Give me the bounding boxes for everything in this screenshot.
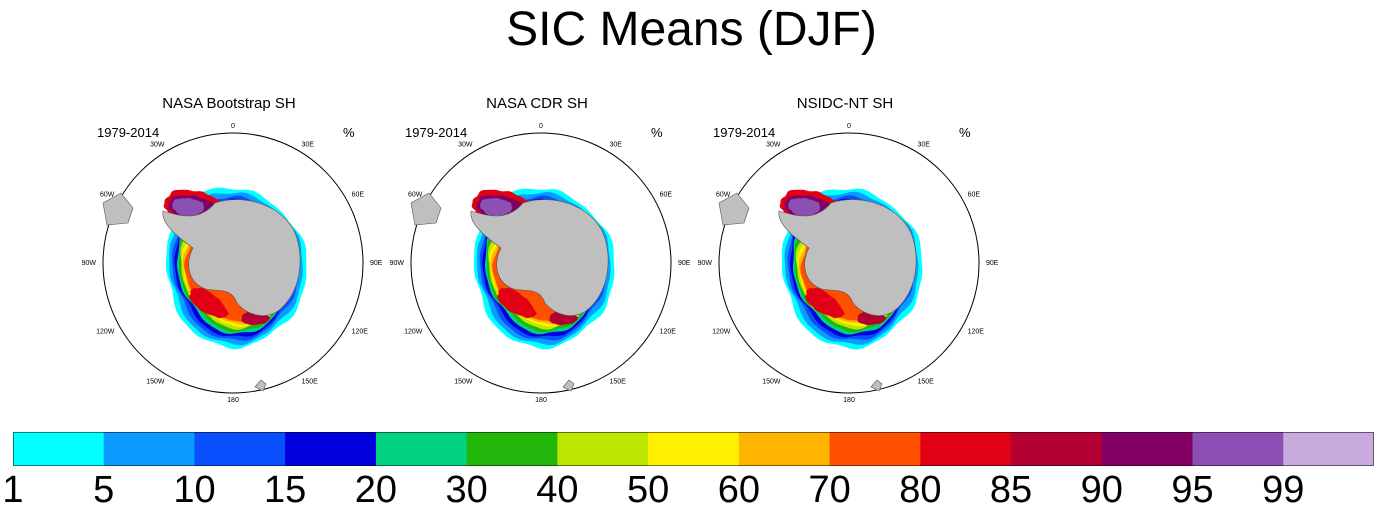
lon-label: 150E — [610, 379, 627, 386]
lon-label: 120E — [352, 329, 369, 336]
colorbar-label: 5 — [93, 469, 115, 511]
colorbar-box — [920, 432, 1012, 466]
lon-label: 90W — [698, 260, 713, 267]
lon-label: 90E — [678, 260, 691, 267]
lon-label: 150W — [146, 379, 165, 386]
panel-nasa-bootstrap: 0 30E 60E 90E 120E 150E 180 150W 120W 90W 60W 30W N… — [82, 95, 397, 415]
lon-label: 0 — [231, 123, 235, 130]
colorbar-label: 10 — [173, 469, 216, 511]
colorbar-label: 30 — [445, 469, 488, 511]
colorbar-box — [648, 432, 740, 466]
lon-label: 60E — [968, 192, 981, 199]
lon-label: 60W — [408, 192, 423, 199]
lon-label: 180 — [843, 397, 855, 404]
colorbar-label: 1 — [2, 469, 24, 511]
colorbar-box — [375, 432, 468, 466]
panel-period: 1979-2014 — [713, 125, 776, 140]
colorbar-label: 95 — [1171, 469, 1214, 511]
lon-label: 60E — [352, 192, 365, 199]
lon-label: 30E — [610, 141, 623, 148]
panel-units: % — [959, 125, 971, 140]
antarctica-landmass — [470, 199, 609, 316]
colorbar-box — [1192, 432, 1284, 466]
colorbar-label: 40 — [536, 469, 579, 511]
colorbar-label: 99 — [1262, 469, 1305, 511]
polar-map: 0 30E 60E 90E 120E 150E 180 150W 120W 90W 60W 30W — [390, 123, 691, 404]
lon-label: 90W — [82, 260, 97, 267]
colorbar-box — [13, 432, 105, 466]
new-zealand-landmass — [254, 379, 267, 392]
colorbar-label: 60 — [717, 469, 760, 511]
panel-units: % — [343, 125, 355, 140]
panel-title: NASA Bootstrap SH — [162, 95, 296, 112]
colorbar-box — [103, 432, 195, 466]
figure-title: SIC Means (DJF) — [506, 3, 877, 56]
lon-label: 120E — [968, 329, 985, 336]
panel-units: % — [651, 125, 663, 140]
lon-label: 150E — [918, 379, 935, 386]
panel-title: NSIDC-NT SH — [796, 95, 894, 112]
lon-label: 60E — [660, 192, 673, 199]
south-america-landmass — [718, 192, 750, 226]
colorbar-box — [466, 432, 558, 466]
new-zealand-landmass — [562, 379, 575, 392]
lon-label: 0 — [847, 123, 851, 130]
panel-nsidc-nt: 0 30E 60E 90E 120E 150E 180 150W 120W 90W 60W 30W N… — [698, 95, 1013, 415]
colorbar-label: 20 — [354, 469, 398, 511]
colorbar-label: 80 — [899, 469, 942, 511]
lon-label: 60W — [716, 192, 731, 199]
lon-label: 150W — [454, 379, 473, 386]
colorbar-labels: 1 5 10 15 20 30 40 50 60 70 80 85 90 95 99 — [0, 468, 1383, 513]
colorbar-label: 50 — [626, 469, 670, 511]
antarctica-landmass — [778, 199, 917, 316]
colorbar-box — [1011, 432, 1103, 466]
colorbar-label: 90 — [1080, 469, 1123, 511]
colorbar-box — [1283, 432, 1374, 466]
polar-map: 0 30E 60E 90E 120E 150E 180 150W 120W 90W 60W 30W — [698, 123, 999, 404]
lon-label: 150W — [762, 379, 781, 386]
lon-label: 180 — [227, 397, 239, 404]
panel-nasa-cdr: 0 30E 60E 90E 120E 150E 180 150W 120W 90W 60W 30W N… — [390, 95, 705, 415]
south-america-landmass — [410, 192, 442, 226]
new-zealand-landmass — [870, 379, 883, 392]
lon-label: 120W — [712, 329, 731, 336]
lon-label: 30W — [150, 141, 165, 148]
colorbar-box — [738, 432, 831, 466]
colorbar-graphic — [13, 432, 1374, 466]
lon-label: 0 — [539, 123, 543, 130]
lon-label: 120W — [404, 329, 423, 336]
lon-label: 150E — [302, 379, 319, 386]
colorbar-box — [285, 432, 377, 466]
lon-label: 30W — [766, 141, 781, 148]
lon-label: 180 — [535, 397, 547, 404]
colorbar-label: 70 — [808, 469, 851, 511]
panel-period: 1979-2014 — [97, 125, 160, 140]
lon-label: 90E — [986, 260, 999, 267]
colorbar-box — [1101, 432, 1194, 466]
polar-map: 0 30E 60E 90E 120E 150E 180 150W 120W 90W 60W 30W — [82, 123, 383, 404]
lon-label: 120E — [660, 329, 677, 336]
panel-title: NASA CDR SH — [486, 95, 588, 112]
colorbar-box — [829, 432, 921, 466]
lon-label: 90E — [370, 260, 383, 267]
panel-period: 1979-2014 — [405, 125, 468, 140]
colorbar-box — [194, 432, 286, 466]
lon-label: 90W — [390, 260, 405, 267]
lon-label: 30E — [918, 141, 931, 148]
antarctica-landmass — [162, 199, 301, 316]
colorbar-box — [557, 432, 649, 466]
south-america-landmass — [102, 192, 134, 226]
lon-label: 30E — [302, 141, 315, 148]
colorbar-label: 15 — [264, 469, 307, 511]
colorbar-label: 85 — [989, 469, 1033, 511]
colorbar — [13, 432, 1374, 466]
lon-label: 120W — [96, 329, 115, 336]
lon-label: 30W — [458, 141, 473, 148]
lon-label: 60W — [100, 192, 115, 199]
